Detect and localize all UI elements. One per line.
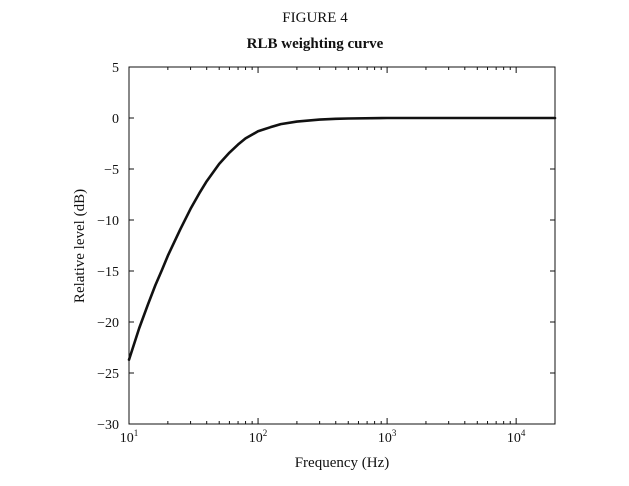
x-tick-label-base: 10 (249, 431, 263, 446)
y-tick-label: −30 (97, 418, 119, 433)
x-tick-label: 104 (507, 428, 526, 446)
y-tick-label: −20 (97, 316, 119, 331)
plot-frame (128, 66, 556, 425)
x-tick-label: 102 (249, 428, 268, 446)
x-axis: 101 102 103 104 (120, 67, 556, 446)
y-tick-label: −5 (104, 163, 119, 178)
x-tick-label-exponent: 4 (521, 428, 526, 438)
y-tick-label: 0 (112, 112, 119, 127)
x-tick-label-exponent: 1 (134, 428, 139, 438)
x-tick-label: 103 (378, 428, 397, 446)
x-tick-label-base: 10 (378, 431, 392, 446)
x-tick-label-exponent: 2 (263, 428, 268, 438)
figure-label: FIGURE 4 (282, 10, 348, 26)
chart-title: RLB weighting curve (247, 36, 384, 52)
series-line (127, 116, 557, 362)
x-tick-label-base: 10 (507, 431, 521, 446)
x-tick-label: 101 (120, 428, 139, 446)
series-layer (127, 116, 557, 362)
x-axis-label: Frequency (Hz) (295, 455, 390, 471)
y-tick-label: −10 (97, 214, 119, 229)
y-tick-label: −25 (97, 367, 119, 382)
y-axis-label: Relative level (dB) (72, 189, 88, 303)
y-axis: 5 0 −5 −10 −15 −20 −25 −30 (97, 61, 555, 433)
y-tick-label: 5 (112, 61, 119, 76)
x-tick-label-base: 10 (120, 431, 134, 446)
x-tick-label-exponent: 3 (392, 428, 397, 438)
y-tick-label: −15 (97, 265, 119, 280)
